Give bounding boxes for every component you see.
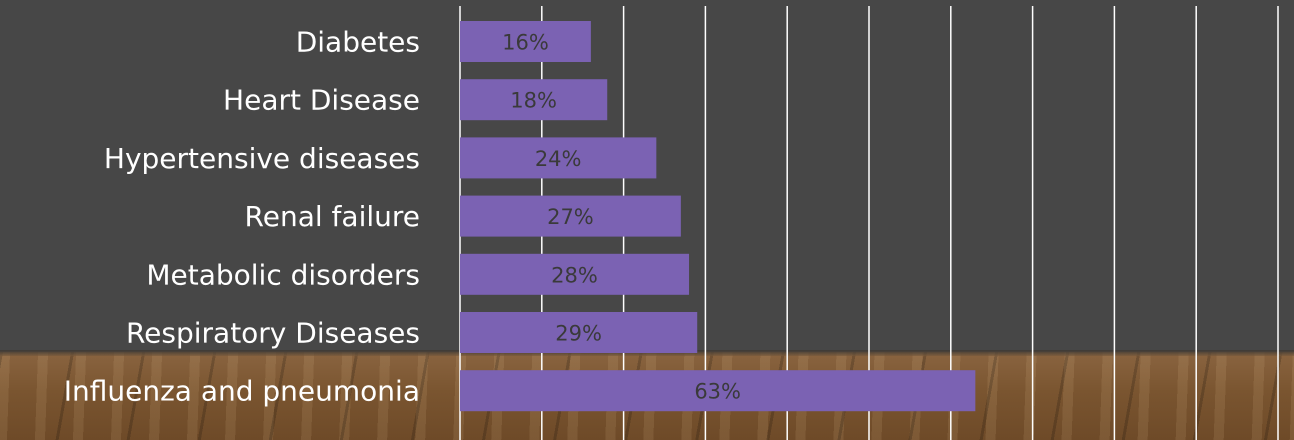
value-labels: 16% 18% 24% 27% 28% 29% 63% bbox=[502, 31, 741, 404]
value-label: 29% bbox=[555, 322, 602, 346]
value-label: 24% bbox=[535, 147, 582, 171]
category-label: Influenza and pneumonia bbox=[64, 375, 420, 408]
bars bbox=[460, 21, 976, 412]
category-label: Renal failure bbox=[245, 200, 420, 233]
bar bbox=[460, 253, 690, 295]
value-label: 27% bbox=[547, 205, 594, 229]
bar bbox=[460, 312, 698, 353]
category-label: Diabetes bbox=[296, 26, 420, 59]
category-label: Heart Disease bbox=[223, 84, 420, 117]
value-label: 63% bbox=[694, 380, 741, 404]
category-labels: Diabetes Heart Disease Hypertensive diseas… bbox=[64, 26, 420, 408]
bar bbox=[460, 370, 976, 412]
bar bbox=[460, 137, 657, 179]
category-label: Hypertensive diseases bbox=[104, 142, 420, 175]
value-label: 28% bbox=[551, 263, 598, 287]
value-label: 18% bbox=[510, 89, 557, 113]
category-label: Respiratory Diseases bbox=[126, 317, 420, 350]
bar bbox=[460, 21, 591, 62]
gridlines bbox=[459, 6, 1279, 440]
value-label: 16% bbox=[502, 31, 549, 55]
category-label: Metabolic disorders bbox=[146, 258, 420, 291]
bar bbox=[460, 79, 608, 121]
bar bbox=[460, 195, 681, 237]
